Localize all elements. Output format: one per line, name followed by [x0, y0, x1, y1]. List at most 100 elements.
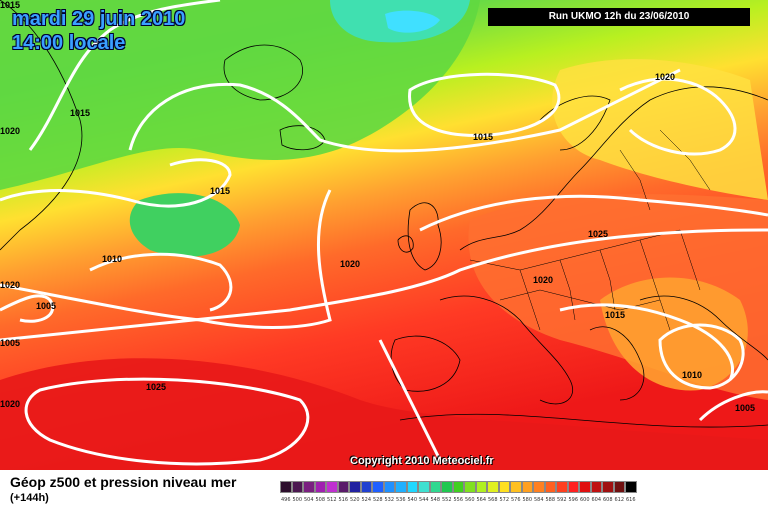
isobar-1015-ring [408, 72, 561, 137]
scale-swatch [602, 481, 614, 493]
weather-map: 1015 1020 1015 1015 1020 1020 1010 1005 … [0, 0, 768, 470]
color-scale [280, 481, 637, 493]
isobar-label: 1005 [36, 301, 56, 311]
red-south [0, 358, 768, 470]
scale-swatch [372, 481, 384, 493]
legend-footer: Géop z500 et pression niveau mer (+144h)… [0, 470, 768, 512]
scale-label: 544 [418, 497, 429, 503]
color-scale-labels: 496 500 504 508 512 516 520 524 528 532 536 540 544 5… [280, 497, 637, 503]
isobar-label: 1015 [70, 108, 90, 118]
scale-label: 512 [326, 497, 337, 503]
scale-swatch [533, 481, 545, 493]
scale-label: 560 [464, 497, 475, 503]
isobar-label: 1020 [340, 259, 360, 269]
scale-swatch [429, 481, 441, 493]
forecast-time: 14:00 locale [12, 32, 126, 54]
scale-swatch [544, 481, 556, 493]
scale-label: 552 [441, 497, 452, 503]
forecast-offset: (+144h) [10, 492, 49, 504]
isobar-1020-mid [0, 189, 332, 329]
isobar-1020-long [0, 228, 768, 342]
isobar-label: 1015 [0, 0, 20, 10]
scale-label: 572 [499, 497, 510, 503]
scale-swatch [326, 481, 338, 493]
scale-swatch [625, 481, 637, 493]
isobar-label: 1005 [0, 338, 20, 348]
scale-label: 588 [545, 497, 556, 503]
isobar-1015-balkan [559, 303, 734, 381]
scale-label: 556 [453, 497, 464, 503]
isobar-label: 1010 [102, 254, 122, 264]
run-info: Run UKMO 12h du 23/06/2010 [488, 8, 750, 26]
isobar-1015-north [28, 0, 221, 151]
scale-swatch [337, 481, 349, 493]
isobar-label: 1015 [473, 132, 493, 142]
isobar-label: 1025 [146, 382, 166, 392]
scale-swatch [487, 481, 499, 493]
isobar-label: 1025 [588, 229, 608, 239]
scale-swatch [406, 481, 418, 493]
isobar-1010-ring [658, 323, 745, 390]
scale-label: 576 [510, 497, 521, 503]
scale-label: 564 [476, 497, 487, 503]
scale-swatch [613, 481, 625, 493]
isobar-label: 1020 [0, 399, 20, 409]
scale-label: 504 [303, 497, 314, 503]
isobar-label: 1010 [682, 370, 702, 380]
scale-label: 600 [579, 497, 590, 503]
copyright: Copyright 2010 Meteociel.fr [350, 455, 494, 467]
isobar-1025-europe [419, 194, 768, 232]
isobar-label: 1020 [533, 275, 553, 285]
isobar-label: 1020 [655, 72, 675, 82]
isobar-label: 1020 [0, 126, 20, 136]
scale-label: 528 [372, 497, 383, 503]
isobar-1020-scand [619, 77, 737, 156]
scale-swatch [395, 481, 407, 493]
scale-swatch [441, 481, 453, 493]
green-low-west [129, 193, 240, 257]
scale-label: 568 [487, 497, 498, 503]
scale-swatch [383, 481, 395, 493]
scale-swatch [510, 481, 522, 493]
scale-label: 616 [625, 497, 636, 503]
forecast-date: mardi 29 juin 2010 [12, 8, 186, 30]
scale-label: 508 [315, 497, 326, 503]
isobar-1015-west [0, 158, 232, 208]
scale-label: 612 [614, 497, 625, 503]
isobar-labels: 1015 1020 1015 1015 1020 1020 1010 1005 … [0, 0, 755, 413]
scale-swatch [498, 481, 510, 493]
scale-swatch [452, 481, 464, 493]
scale-label: 500 [292, 497, 303, 503]
scale-label: 540 [407, 497, 418, 503]
isobar-1005-west [0, 294, 54, 323]
scale-swatch [314, 481, 326, 493]
scale-label: 524 [361, 497, 372, 503]
scale-label: 608 [602, 497, 613, 503]
isobar-label: 1015 [605, 310, 625, 320]
scale-swatch [579, 481, 591, 493]
isobar-1025-ring [24, 377, 310, 466]
scale-label: 548 [430, 497, 441, 503]
scale-swatch [464, 481, 476, 493]
scale-swatch [280, 481, 292, 493]
scale-swatch [567, 481, 579, 493]
scale-label: 596 [568, 497, 579, 503]
scale-label: 532 [384, 497, 395, 503]
scale-label: 604 [591, 497, 602, 503]
scale-label: 520 [349, 497, 360, 503]
scale-label: 580 [522, 497, 533, 503]
isobar-label: 1015 [210, 186, 230, 196]
scale-label: 584 [533, 497, 544, 503]
isobar-1010-low [89, 252, 233, 312]
scale-swatch [590, 481, 602, 493]
map-title: Géop z500 et pression niveau mer [10, 474, 237, 490]
scale-swatch [418, 481, 430, 493]
isobars [0, 0, 768, 464]
isobar-label: 1005 [735, 403, 755, 413]
scale-swatch [303, 481, 315, 493]
scale-swatch [556, 481, 568, 493]
isobar-1015-icelandic [128, 68, 681, 153]
scale-swatch [291, 481, 303, 493]
scale-swatch [360, 481, 372, 493]
scale-swatch [349, 481, 361, 493]
